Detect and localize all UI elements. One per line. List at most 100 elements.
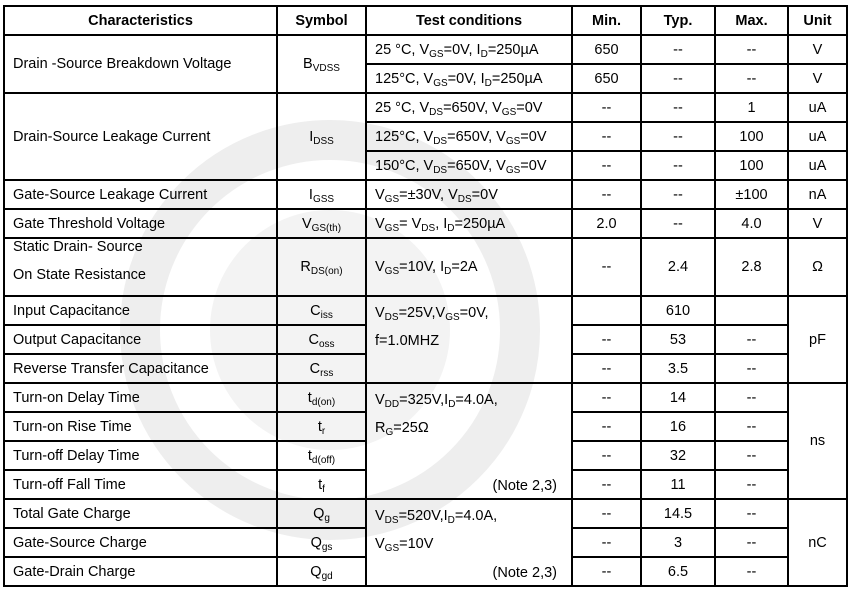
subscript: gs — [321, 541, 333, 553]
characteristic-name: Total Gate Charge — [3, 498, 278, 529]
min-value: -- — [571, 237, 642, 297]
text: V — [375, 305, 385, 321]
symbol: Crss — [276, 353, 367, 384]
max-value: -- — [714, 324, 789, 355]
subscript: DS — [421, 222, 436, 234]
typ-value: 610 — [640, 295, 716, 326]
subscript: DS(on) — [310, 266, 343, 277]
max-value: -- — [714, 411, 789, 442]
symbol: Qg — [276, 498, 367, 529]
unit-value: Ω — [787, 237, 848, 297]
min-value: -- — [571, 121, 642, 152]
text: t — [317, 418, 322, 435]
text: =0V — [516, 99, 543, 116]
name-line: Gate-Source Leakage Current — [13, 186, 208, 203]
test-condition: VGS= VDS, ID=250µA — [365, 208, 573, 239]
text: =0V, I — [443, 41, 481, 58]
text: C — [308, 331, 319, 348]
text: f=1.0MHZ — [375, 333, 440, 349]
typ-value: -- — [640, 179, 716, 210]
text: V — [375, 392, 385, 408]
table-row: Gate-Source Leakage Current IGSS VGS=±30V,… — [3, 179, 848, 210]
text: =650V, V — [447, 128, 506, 145]
max-value: -- — [714, 498, 789, 529]
max-value: 4.0 — [714, 208, 789, 239]
text: I — [308, 186, 313, 203]
symbol: IGSS — [276, 179, 367, 210]
min-value: -- — [571, 353, 642, 384]
subscript: GS — [384, 222, 400, 234]
text: =25V,V — [398, 305, 446, 321]
text: =0V — [520, 157, 547, 174]
characteristic-name: Drain -Source Breakdown Voltage — [3, 34, 278, 94]
symbol: tf — [276, 469, 367, 500]
min-value: 650 — [571, 63, 642, 94]
max-value: -- — [714, 440, 789, 471]
max-value — [714, 295, 789, 326]
table-row: Turn-on Delay Time td(on) VDD=325V,ID=4.0A… — [3, 382, 848, 500]
characteristic-name: Output Capacitance — [3, 324, 278, 355]
min-value: -- — [571, 382, 642, 413]
text: =250µA — [454, 215, 506, 232]
max-value: -- — [714, 556, 789, 587]
max-value: -- — [714, 469, 789, 500]
subscript: GS — [433, 77, 448, 89]
characteristic-name: Gate-Source Charge — [3, 527, 278, 558]
min-value: -- — [571, 411, 642, 442]
table-row: Output Capacitance Coss -- 53 -- — [3, 324, 847, 355]
subscript: DD — [384, 399, 400, 410]
subscript: D — [480, 48, 488, 60]
text: I — [309, 128, 314, 145]
subscript: f — [322, 483, 325, 495]
condition-line: RG=25Ω — [375, 420, 571, 448]
subscript: D — [444, 266, 452, 277]
min-value: -- — [571, 556, 642, 587]
text: =0V — [520, 128, 547, 145]
text: Q — [310, 563, 322, 580]
unit-value: pF — [787, 295, 848, 384]
min-value: -- — [571, 498, 642, 529]
subscript: d(off) — [311, 454, 336, 466]
test-condition: VGS=±30V, VDS=0V — [365, 179, 573, 210]
unit-value: V — [787, 34, 848, 65]
test-condition: 125°C, VDS=650V, VGS=0V — [365, 121, 573, 152]
text: =0V — [471, 186, 498, 203]
test-conditions: VDD=325V,ID=4.0A, RG=25Ω (Note 2,3) — [365, 382, 573, 500]
subscript: DS — [384, 312, 399, 323]
subscript: GS — [384, 543, 400, 554]
text: V — [375, 259, 385, 275]
text: R — [300, 259, 311, 275]
typ-value: -- — [640, 92, 716, 123]
subscript: DS — [457, 193, 472, 205]
min-value: -- — [571, 179, 642, 210]
characteristic-name: Gate-Drain Charge — [3, 556, 278, 587]
text: V — [375, 508, 385, 524]
note: (Note 2,3) — [492, 478, 557, 494]
subscript: DS — [429, 106, 444, 118]
typ-value: 14 — [640, 382, 716, 413]
max-value: ±100 — [714, 179, 789, 210]
text: C — [310, 302, 321, 319]
electrical-characteristics-table: Characteristics Symbol Test conditions Min.… — [3, 5, 848, 587]
subscript: GS — [505, 164, 521, 176]
characteristic-name: Reverse Transfer Capacitance — [3, 353, 278, 384]
subscript: D — [448, 399, 456, 410]
table-row: 150°C, VDS=650V, VGS=0V -- -- 100 uA — [4, 150, 848, 181]
text: V — [301, 215, 312, 232]
typ-value: 3.5 — [640, 353, 716, 384]
subscript: GS — [505, 135, 521, 147]
table-row: Turn-off Delay Time td(off) -- 32 -- — [3, 440, 847, 471]
table-row: Input Capacitance Ciss VDS=25V,VGS=0V, f=1.… — [3, 295, 848, 384]
text: Q — [313, 505, 325, 522]
subscript: VDSS — [312, 63, 340, 74]
text: =0V, I — [447, 70, 485, 87]
column-header: Min. — [571, 5, 642, 36]
table-row: Reverse Transfer Capacitance Crss -- 3.5 -- — [3, 353, 847, 384]
name-line: On State Resistance — [13, 267, 146, 283]
table-row: Turn-on Rise Time tr -- 16 -- — [3, 411, 847, 442]
subscript: D — [447, 515, 455, 526]
min-value: -- — [571, 440, 642, 471]
column-header: Max. — [714, 5, 789, 36]
typ-value: -- — [640, 34, 716, 65]
unit-value: ns — [787, 382, 848, 500]
